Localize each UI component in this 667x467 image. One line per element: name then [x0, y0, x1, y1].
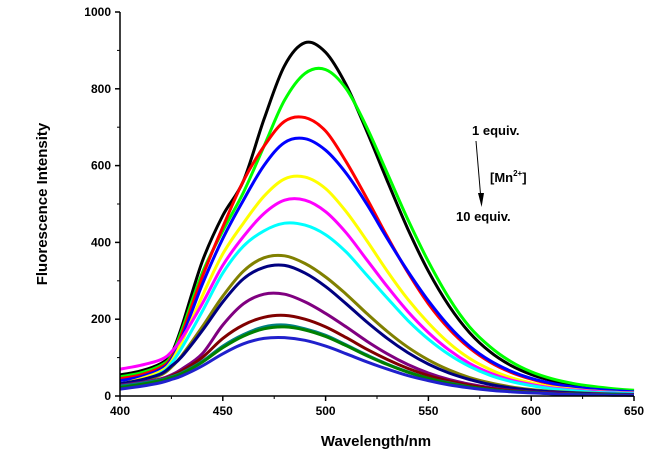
- series-line-2: [119, 66, 635, 392]
- y-axis-title: Fluorescence Intensity: [34, 122, 51, 285]
- y-tick-label: 1000: [84, 5, 111, 19]
- annotation-arrow-head: [478, 193, 484, 207]
- x-tick-label: 450: [213, 404, 233, 418]
- x-tick-label: 400: [110, 404, 130, 418]
- annotation-middle-superscript: 2+: [513, 169, 522, 178]
- x-axis-title: Wavelength/nm: [321, 433, 431, 450]
- y-tick-label: 0: [104, 389, 111, 403]
- x-tick-label: 550: [418, 404, 438, 418]
- tick-label-layer: 400 450 500 550 600 650 0 200 400 600 800 1000: [84, 5, 644, 418]
- series-line-1: [119, 40, 635, 393]
- annotation-bottom: 10 equiv.: [456, 209, 511, 224]
- annotation-arrow-shaft: [475, 140, 482, 201]
- annotation-middle: [Mn2+]: [490, 169, 527, 185]
- y-tick-label: 600: [91, 159, 111, 173]
- y-tick-label: 800: [91, 82, 111, 96]
- y-tick-label: 400: [91, 235, 111, 249]
- series-line-14: [119, 335, 635, 397]
- x-tick-label: 600: [521, 404, 541, 418]
- series-layer: [119, 40, 635, 397]
- annotation-middle-base: [Mn: [490, 170, 513, 185]
- x-tick-label: 500: [316, 404, 336, 418]
- series-line-4: [119, 136, 635, 394]
- x-tick-label: 650: [624, 404, 644, 418]
- series-line-7: [119, 221, 635, 396]
- annotation-top: 1 equiv.: [472, 123, 519, 138]
- y-tick-label: 200: [91, 312, 111, 326]
- axes-layer: [115, 11, 635, 401]
- annotation-middle-close: ]: [522, 170, 526, 185]
- concentration-annotation: 1 equiv. [Mn2+] 10 equiv.: [456, 123, 527, 224]
